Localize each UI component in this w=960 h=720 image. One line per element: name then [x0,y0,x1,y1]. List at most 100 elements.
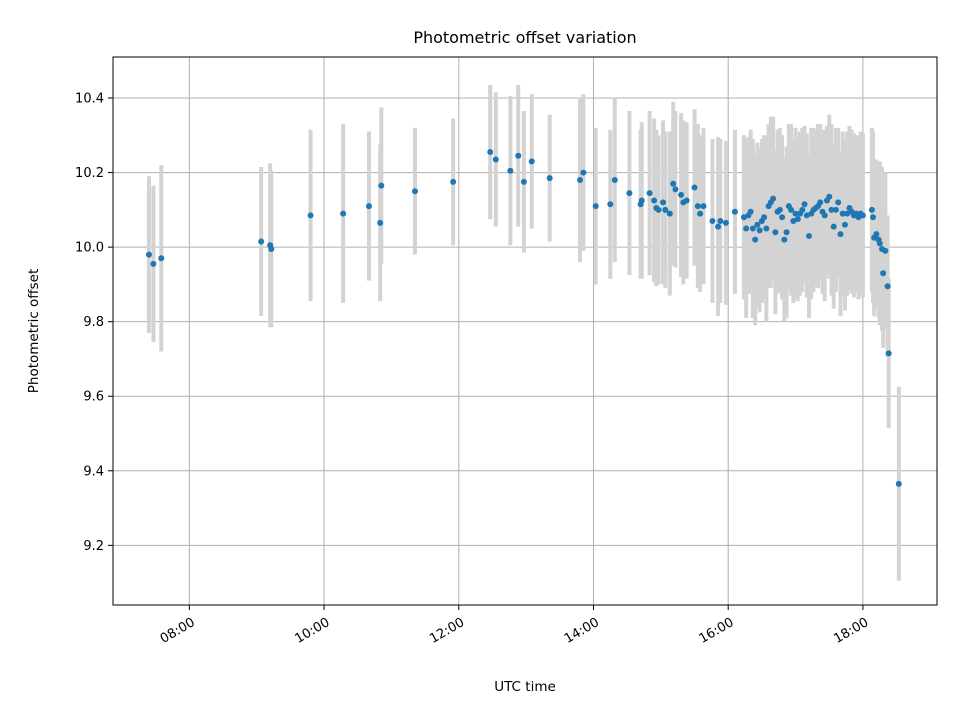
data-point-90 [832,206,839,213]
data-point-55 [754,221,761,228]
data-point-14 [492,156,499,163]
data-point-42 [697,210,704,217]
data-point-1 [150,260,157,267]
data-point-103 [868,206,875,213]
data-point-77 [803,212,810,219]
data-point-113 [885,350,892,357]
data-point-21 [580,169,587,176]
y-tick-label-6: 10.4 [75,92,104,107]
data-point-10 [378,182,385,189]
data-point-71 [790,218,797,225]
data-point-62 [770,195,777,202]
data-point-114 [895,480,902,487]
y-axis-ticks: 9.2 9.4 9.6 9.8 10.0 10.2 10.4 [75,92,113,554]
data-point-39 [683,197,690,204]
data-point-72 [792,210,799,217]
data-points [145,149,902,487]
data-point-47 [722,219,729,226]
data-point-63 [772,229,779,236]
data-point-93 [839,210,846,217]
data-point-104 [870,214,877,221]
data-point-15 [507,167,514,174]
data-point-5 [268,245,275,252]
data-point-44 [709,218,716,225]
data-point-53 [749,225,756,232]
data-point-112 [884,283,891,290]
plot-frame [112,56,938,606]
data-point-43 [700,203,707,210]
data-point-16 [515,152,522,159]
data-point-50 [743,225,750,232]
data-point-102 [859,212,866,219]
data-point-52 [747,208,754,215]
y-tick-label-2: 9.6 [83,390,104,405]
x-axis-label: UTC time [494,679,556,695]
data-point-11 [411,188,418,195]
chart-title: Photometric offset variation [413,28,636,47]
data-point-89 [830,223,837,230]
data-point-19 [546,175,553,182]
data-point-95 [844,210,851,217]
data-point-45 [715,223,722,230]
data-point-34 [666,210,673,217]
data-point-27 [638,197,645,204]
data-point-41 [694,203,701,210]
data-point-111 [882,247,889,254]
data-point-87 [826,193,833,200]
data-point-54 [752,236,759,243]
data-point-17 [520,178,527,185]
data-point-58 [761,214,768,221]
data-point-24 [611,177,618,184]
data-point-49 [740,214,747,221]
data-point-3 [258,238,265,245]
data-point-106 [873,231,880,238]
data-point-48 [731,208,738,215]
data-point-110 [880,270,887,277]
data-point-46 [717,218,724,225]
data-point-70 [788,206,795,213]
data-point-67 [781,236,788,243]
data-point-32 [660,199,667,206]
data-point-35 [670,180,677,187]
data-point-7 [340,210,347,217]
data-point-108 [876,240,883,247]
data-point-68 [783,229,790,236]
data-point-13 [487,149,494,156]
data-point-29 [651,197,658,204]
data-point-33 [662,206,669,213]
y-tick-label-1: 9.4 [83,464,104,479]
data-point-37 [678,191,685,198]
data-point-36 [672,186,679,193]
data-point-0 [145,251,152,258]
y-tick-label-5: 10.2 [75,166,104,181]
data-point-8 [365,203,372,210]
data-point-88 [828,206,835,213]
data-point-91 [835,199,842,206]
data-point-85 [821,212,828,219]
y-axis-label: Photometric offset [26,269,42,393]
data-point-12 [450,178,457,185]
data-point-83 [817,199,824,206]
data-point-9 [377,219,384,226]
data-point-2 [158,255,165,262]
data-point-20 [577,177,584,184]
data-point-25 [626,190,633,197]
data-point-75 [799,206,806,213]
data-point-31 [655,206,662,213]
data-point-76 [801,201,808,208]
y-tick-label-0: 9.2 [83,539,104,554]
data-point-92 [837,231,844,238]
data-point-65 [776,206,783,213]
data-point-22 [592,203,599,210]
data-point-23 [607,201,614,208]
data-point-73 [794,216,801,223]
y-tick-label-4: 10.0 [75,241,104,256]
data-point-28 [646,190,653,197]
data-point-40 [691,184,698,191]
data-point-56 [756,227,763,234]
data-point-59 [763,225,770,232]
data-point-6 [307,212,314,219]
data-point-94 [841,221,848,228]
y-tick-label-3: 9.8 [83,315,104,330]
